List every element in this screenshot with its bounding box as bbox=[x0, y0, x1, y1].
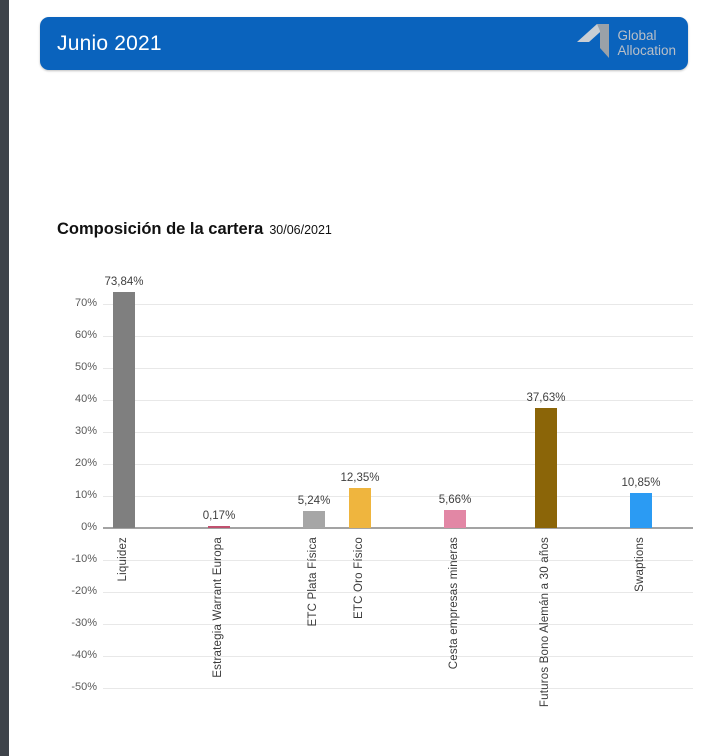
chart-heading: Composición de la cartera 30/06/2021 bbox=[57, 220, 332, 239]
category-label: Swaptions bbox=[634, 537, 646, 592]
month-header-banner: Junio 2021 Global Allocation bbox=[40, 17, 688, 70]
y-tick-label: 0% bbox=[81, 521, 97, 533]
bar-2 bbox=[208, 526, 230, 528]
gridline bbox=[103, 432, 693, 433]
bar-6 bbox=[535, 407, 557, 528]
y-tick-label: 40% bbox=[74, 393, 97, 405]
category-label: ETC Plata Física bbox=[307, 537, 319, 627]
category-label: Estrategia Warrant Europa bbox=[212, 537, 224, 678]
gridline bbox=[103, 304, 693, 305]
logo-text-line1: Global bbox=[617, 28, 657, 43]
y-tick-label: -10% bbox=[71, 553, 97, 565]
logo-text: Global Allocation bbox=[617, 28, 676, 58]
chart-title-text: Composición de la cartera bbox=[57, 220, 264, 238]
y-tick-label: -30% bbox=[71, 617, 97, 629]
chart-date-text: 30/06/2021 bbox=[269, 223, 332, 237]
category-label: Liquidez bbox=[117, 537, 129, 582]
gridline bbox=[103, 688, 693, 689]
y-tick-label: 30% bbox=[74, 425, 97, 437]
bar-value-label: 73,84% bbox=[104, 275, 144, 288]
window-edge-strip bbox=[0, 0, 9, 756]
bar-5 bbox=[444, 509, 466, 528]
bar-value-label: 37,63% bbox=[526, 391, 566, 404]
bar-4 bbox=[349, 488, 371, 528]
logo-text-line2: Allocation bbox=[617, 42, 676, 58]
y-tick-label: 70% bbox=[74, 297, 97, 309]
bar-3 bbox=[303, 511, 325, 528]
gridline bbox=[103, 368, 693, 369]
gridline bbox=[103, 624, 693, 625]
category-label: ETC Oro Físico bbox=[353, 537, 365, 620]
gridline bbox=[103, 656, 693, 657]
gridline bbox=[103, 400, 693, 401]
bar-value-label: 5,66% bbox=[438, 493, 472, 506]
y-tick-label: 20% bbox=[74, 457, 97, 469]
bar-value-label: 0,17% bbox=[202, 510, 236, 522]
y-tick-label: 50% bbox=[74, 361, 97, 373]
gridline bbox=[103, 464, 693, 465]
gridline bbox=[103, 592, 693, 593]
gridline bbox=[103, 336, 693, 337]
x-axis-zero-line bbox=[103, 527, 693, 529]
bar-value-label: 10,85% bbox=[621, 477, 661, 490]
logo-flag-icon bbox=[576, 21, 612, 66]
global-allocation-logo: Global Allocation bbox=[576, 17, 676, 70]
bar-7 bbox=[630, 493, 652, 528]
gridline bbox=[103, 496, 693, 497]
y-tick-label: 60% bbox=[74, 329, 97, 341]
bar-value-label: 5,24% bbox=[297, 495, 331, 508]
y-tick-label: 10% bbox=[74, 489, 97, 501]
category-label: Futuros Bono Alemán a 30 años bbox=[539, 537, 551, 708]
bar-value-label: 12,35% bbox=[340, 472, 380, 485]
bar-1 bbox=[113, 291, 135, 528]
category-label: Cesta empresas mineras bbox=[448, 537, 460, 670]
y-tick-label: -50% bbox=[71, 681, 97, 693]
y-tick-label: -20% bbox=[71, 585, 97, 597]
month-title: Junio 2021 bbox=[57, 31, 162, 55]
y-tick-label: -40% bbox=[71, 649, 97, 661]
gridline bbox=[103, 560, 693, 561]
